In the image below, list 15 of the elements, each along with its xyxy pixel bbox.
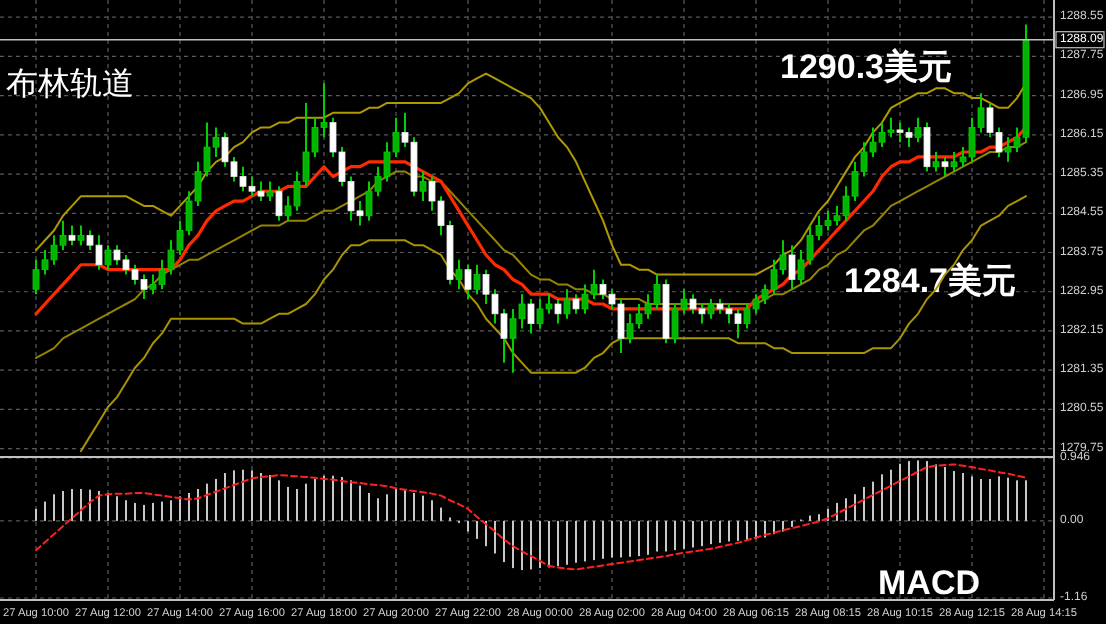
candlestick	[473, 263, 481, 296]
annotation: 1290.3美元	[780, 48, 952, 86]
text: 布林轨道	[6, 66, 134, 102]
line-series	[80, 195, 1027, 453]
text: MACD	[878, 564, 980, 602]
line-series	[35, 463, 1027, 571]
candlestick	[707, 298, 715, 320]
candlestick	[932, 151, 940, 173]
candlestick	[266, 180, 274, 203]
candlestick	[563, 288, 571, 320]
candlestick	[914, 116, 922, 144]
candlestick	[455, 258, 463, 291]
candlestick	[104, 244, 112, 271]
candlestick	[419, 170, 427, 203]
candlestick	[77, 224, 85, 247]
